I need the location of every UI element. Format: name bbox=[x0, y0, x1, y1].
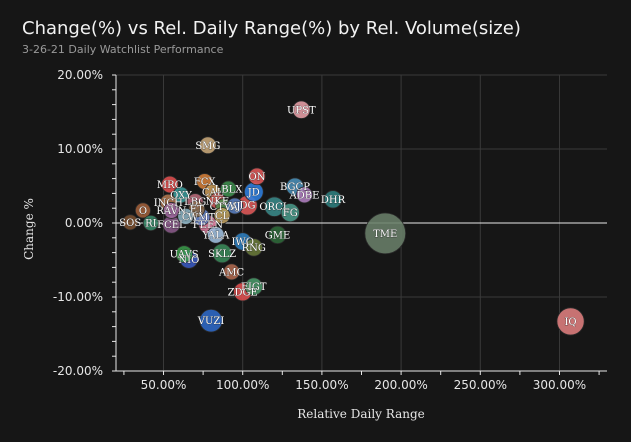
point-label: MRO bbox=[157, 180, 183, 191]
point-tme bbox=[364, 212, 407, 255]
point-label: UPST bbox=[287, 105, 316, 116]
point-label: OXY bbox=[170, 190, 192, 201]
point-adbe bbox=[296, 186, 313, 204]
point-yala bbox=[206, 226, 225, 244]
point-label: BGCP bbox=[280, 182, 310, 193]
point-label: CAL bbox=[202, 187, 224, 198]
point-label: C bbox=[182, 212, 190, 223]
point-label: VUZI bbox=[197, 316, 225, 327]
point-sklz bbox=[212, 243, 232, 264]
point-on bbox=[248, 167, 266, 186]
point-mro bbox=[161, 175, 179, 194]
point-iq bbox=[556, 307, 585, 336]
point-label: ORCL bbox=[259, 202, 289, 213]
x-tick-label: 200.00% bbox=[374, 378, 427, 392]
chart-title: Change(%) vs Rel. Daily Range(%) by Rel.… bbox=[22, 18, 521, 39]
point-lblx bbox=[220, 180, 237, 198]
point-dhr bbox=[323, 190, 343, 209]
point-vuzi bbox=[199, 308, 223, 333]
point-label: FCX bbox=[194, 177, 217, 188]
point-amc bbox=[223, 263, 241, 281]
point-label: UAVS bbox=[170, 250, 199, 261]
y-axis-label: Change % bbox=[22, 198, 36, 260]
point-label: ON bbox=[248, 172, 265, 183]
point-label: ET bbox=[190, 204, 204, 215]
point-fg bbox=[280, 203, 300, 223]
data-points bbox=[122, 100, 585, 336]
point-label: TME bbox=[373, 229, 397, 240]
point-o bbox=[134, 202, 151, 219]
point-upst bbox=[292, 100, 311, 119]
point-figt bbox=[244, 277, 263, 296]
point-label: SKLZ bbox=[208, 249, 236, 260]
point-label: LBG bbox=[184, 197, 206, 208]
point-label: NIO bbox=[178, 255, 199, 266]
x-tick-label: 100.00% bbox=[216, 378, 269, 392]
point-label: CL bbox=[215, 211, 230, 222]
point-c bbox=[177, 207, 195, 225]
point-vj bbox=[226, 197, 244, 215]
point-ri bbox=[142, 215, 159, 231]
point-label: IQ bbox=[564, 317, 576, 328]
point-gme bbox=[268, 225, 287, 245]
y-tick-label: 10.00% bbox=[57, 142, 103, 156]
x-tick-label: 150.00% bbox=[295, 378, 348, 392]
point-label: AMC bbox=[218, 267, 244, 278]
y-tick-label: 0.00% bbox=[65, 216, 103, 230]
point-rng bbox=[244, 238, 263, 257]
point-cl bbox=[213, 207, 231, 225]
point-label: ADBE bbox=[289, 190, 320, 201]
point-label: O bbox=[139, 206, 147, 217]
x-axis-label: Relative Daily Range bbox=[297, 407, 425, 421]
point-label: DG bbox=[239, 201, 255, 212]
point-label: JD bbox=[247, 187, 260, 198]
point-label: ZDGE bbox=[228, 287, 258, 298]
point-label: VJ bbox=[228, 201, 240, 212]
y-tick-label: -20.00% bbox=[53, 364, 103, 378]
point-label: FEEN bbox=[193, 220, 224, 231]
point-label: RNG bbox=[242, 243, 266, 254]
point-oxy bbox=[172, 186, 190, 204]
point-uavs bbox=[175, 245, 193, 263]
point-smg bbox=[199, 136, 217, 155]
x-tick-label: 50.00% bbox=[141, 378, 187, 392]
point-label: YALA bbox=[201, 230, 230, 241]
point-label: DHR bbox=[321, 195, 346, 206]
x-tick-label: 250.00% bbox=[454, 378, 507, 392]
point-label: GME bbox=[265, 230, 291, 241]
y-tick-label: 20.00% bbox=[57, 68, 103, 82]
y-tick-label: -10.00% bbox=[53, 290, 103, 304]
point-label: NKE bbox=[206, 196, 230, 207]
point-label: RI bbox=[145, 219, 157, 230]
point-label: SOS bbox=[119, 218, 141, 229]
point-label: FCEL bbox=[157, 220, 186, 231]
point-label: INCH bbox=[154, 198, 183, 209]
x-tick-label: 300.00% bbox=[533, 378, 586, 392]
point-label: IWO bbox=[231, 237, 253, 248]
point-label: LBLX bbox=[215, 184, 244, 195]
point-ravn bbox=[163, 202, 180, 219]
point-label: SMG bbox=[195, 141, 220, 152]
axes: 50.00% 100.00% 150.00% 200.00% 250.00% 300.00… bbox=[53, 68, 607, 392]
chart-subtitle: 3-26-21 Daily Watchlist Performance bbox=[22, 43, 224, 56]
point-label: CTVA bbox=[210, 202, 239, 213]
point-sos bbox=[122, 214, 139, 231]
point-label: FIGT bbox=[241, 282, 267, 293]
point-label: FG bbox=[283, 208, 298, 219]
point-label: WMT bbox=[188, 213, 216, 224]
point-label: RAVN bbox=[156, 206, 186, 217]
